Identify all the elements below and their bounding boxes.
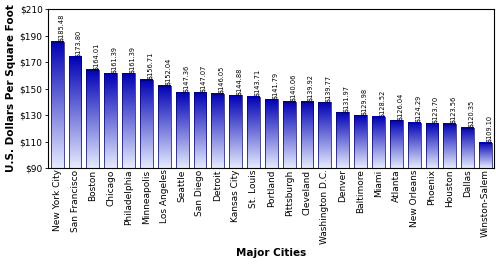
Text: $109.10: $109.10 [486, 115, 492, 142]
Bar [300, 102, 314, 168]
Bar [390, 120, 402, 168]
Text: $144.88: $144.88 [236, 68, 242, 95]
Text: $131.97: $131.97 [344, 85, 349, 112]
Text: $146.05: $146.05 [218, 66, 224, 93]
Text: $126.04: $126.04 [397, 92, 403, 120]
Bar [247, 97, 260, 168]
Bar [104, 73, 117, 168]
Text: $129.98: $129.98 [362, 88, 368, 115]
Bar [140, 80, 153, 168]
Text: $161.39: $161.39 [112, 46, 117, 73]
Bar [479, 143, 492, 168]
Bar [158, 86, 170, 168]
Bar [336, 112, 349, 168]
Bar [372, 117, 385, 168]
Text: $141.79: $141.79 [272, 72, 278, 99]
Text: $161.39: $161.39 [130, 46, 136, 73]
Bar [461, 128, 474, 168]
Text: $139.92: $139.92 [308, 74, 314, 101]
Text: $124.29: $124.29 [415, 95, 421, 122]
Text: $173.80: $173.80 [76, 29, 82, 56]
Text: $147.07: $147.07 [201, 65, 207, 92]
Text: $164.01: $164.01 [94, 42, 100, 70]
Bar [212, 94, 224, 168]
Bar [86, 70, 100, 168]
X-axis label: Major Cities: Major Cities [236, 248, 306, 258]
Bar [51, 41, 64, 168]
Text: $140.06: $140.06 [290, 74, 296, 101]
Bar [283, 102, 296, 168]
Text: $185.48: $185.48 [58, 14, 64, 41]
Text: $128.52: $128.52 [380, 89, 386, 117]
Bar [194, 92, 206, 168]
Text: $139.77: $139.77 [326, 74, 332, 102]
Bar [229, 95, 242, 168]
Y-axis label: U.S. Dollars Per Square Foot: U.S. Dollars Per Square Foot [6, 4, 16, 172]
Bar [426, 123, 438, 168]
Text: $147.36: $147.36 [183, 64, 189, 92]
Text: $156.71: $156.71 [148, 52, 154, 79]
Text: $123.56: $123.56 [450, 96, 456, 123]
Text: $143.71: $143.71 [254, 69, 260, 96]
Bar [122, 73, 135, 168]
Bar [444, 124, 456, 168]
Text: $120.35: $120.35 [468, 100, 474, 128]
Text: $152.04: $152.04 [165, 58, 171, 86]
Bar [318, 102, 332, 168]
Text: $123.70: $123.70 [433, 96, 439, 123]
Bar [176, 92, 188, 168]
Bar [68, 57, 82, 168]
Bar [265, 100, 278, 168]
Bar [354, 115, 367, 168]
Bar [408, 122, 420, 168]
